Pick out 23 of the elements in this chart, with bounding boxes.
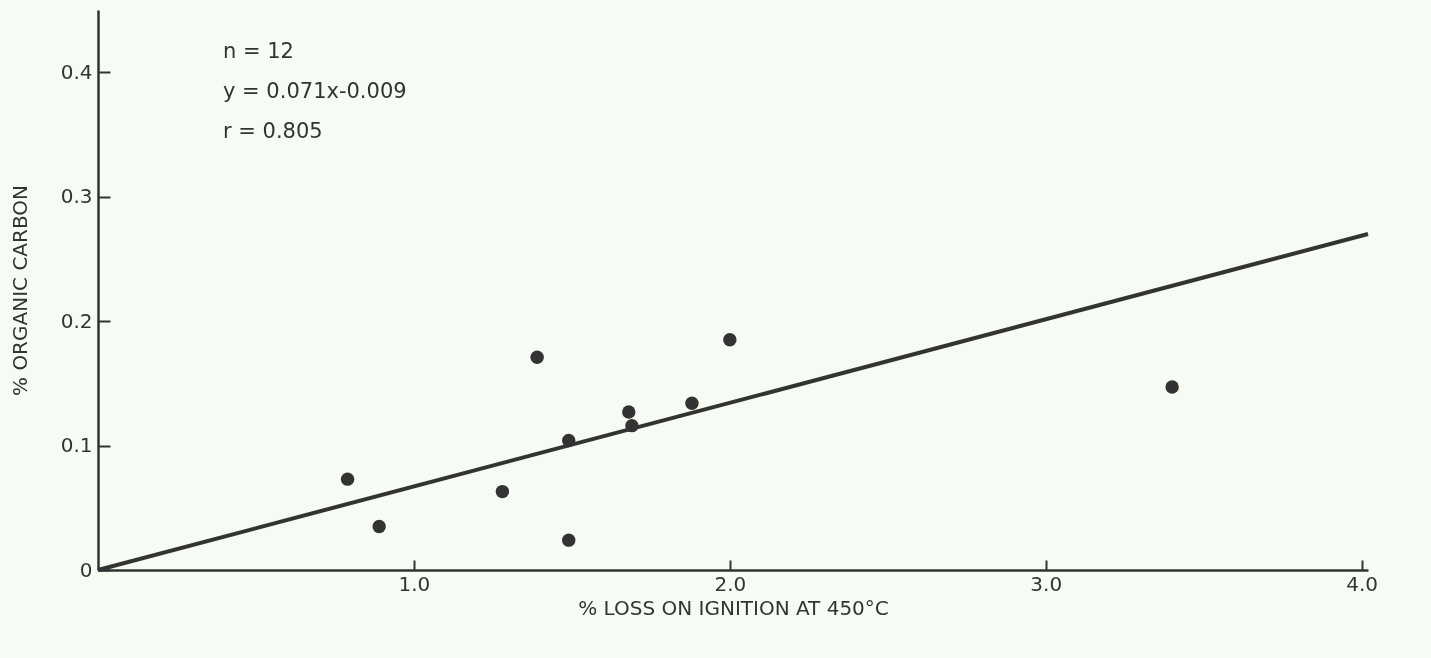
x-tick-label: 1.0 [398, 571, 431, 596]
y-axis-title: % ORGANIC CARBON [7, 185, 32, 396]
point [372, 519, 386, 534]
point [562, 533, 576, 547]
x-tick-label: 3.0 [1030, 571, 1063, 596]
annotation: y = 0.071x-0.009 [223, 79, 407, 103]
point [495, 484, 510, 499]
y-tick-label: 0.1 [60, 433, 93, 458]
point [1165, 380, 1179, 394]
point [530, 350, 544, 364]
x-tick-label: 4.0 [1346, 571, 1379, 596]
y-tick-label: 0.3 [60, 184, 93, 209]
y-tick-label: 0.2 [60, 308, 93, 333]
annotation: n = 12 [223, 39, 294, 63]
point [723, 333, 737, 347]
point [340, 472, 355, 486]
x-tick-label: 2.0 [714, 571, 747, 596]
y-tick-label: 0.4 [60, 59, 93, 84]
point [685, 396, 699, 410]
point [622, 405, 636, 419]
x-axis-title: % LOSS ON IGNITION AT 450°C [578, 595, 889, 620]
annotation: r = 0.805 [223, 119, 323, 143]
y-tick-label: 0 [79, 557, 93, 582]
